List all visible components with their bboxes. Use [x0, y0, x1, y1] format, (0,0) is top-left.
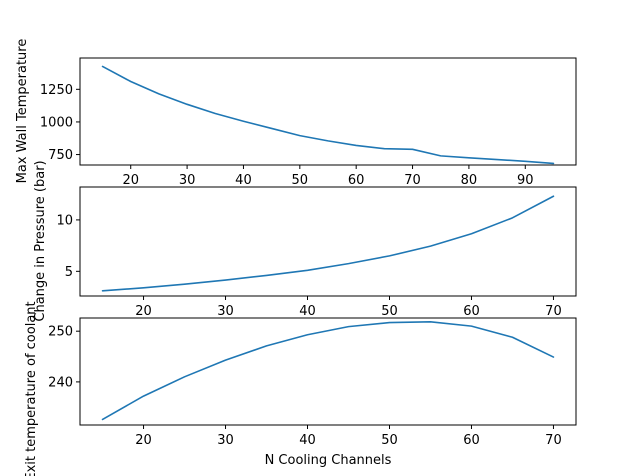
x-tick-label: 60: [463, 304, 480, 319]
x-tick-label: 50: [381, 433, 398, 448]
x-tick-label: 20: [122, 173, 139, 188]
x-tick-label: 40: [235, 173, 252, 188]
series-line-coolant-exit-temperature: [101, 320, 555, 421]
y-axis-label: Exit temperature of coolant: [24, 301, 39, 476]
y-tick-label: 250: [48, 325, 73, 340]
x-tick-label: 40: [299, 433, 316, 448]
y-tick-label: 1250: [40, 83, 73, 98]
x-tick-label: 50: [292, 173, 309, 188]
y-tick-label: 1000: [40, 115, 73, 130]
x-tick-label: 40: [299, 304, 316, 319]
panel-max-wall-temperature: 20 30 40 50 60 70 80 90 750 1000 1250 Max Wall Temp…: [15, 39, 577, 188]
axes-frame: [79, 317, 577, 426]
x-axis-label: N Cooling Channels: [265, 453, 392, 468]
series-line-pressure-change: [101, 195, 555, 292]
x-tick-label: 80: [461, 173, 478, 188]
panel-coolant-exit-temperature: 20 30 40 50 60 70 240 250 Exit temperature of co…: [24, 301, 577, 476]
x-tick-label: 60: [348, 173, 365, 188]
series-line-max-wall-temperature: [101, 65, 555, 165]
x-tick-label: 20: [135, 433, 152, 448]
y-tick-label: 10: [56, 213, 73, 228]
x-tick-label: 60: [463, 433, 480, 448]
panel-pressure-change: 20 30 40 50 60 70 5 10 Change in Pressure (bar): [33, 160, 577, 322]
y-axis-label: Change in Pressure (bar): [33, 160, 48, 321]
y-axis-label: Max Wall Temperature: [15, 39, 30, 184]
x-tick-label: 20: [135, 304, 152, 319]
x-tick-label: 90: [517, 173, 534, 188]
x-tick-label: 70: [545, 433, 562, 448]
x-tick-label: 70: [404, 173, 421, 188]
y-tick-label: 750: [48, 148, 73, 163]
x-tick-label: 70: [545, 304, 562, 319]
x-tick-label: 50: [381, 304, 398, 319]
y-tick-label: 240: [48, 375, 73, 390]
y-tick-label: 5: [65, 265, 73, 280]
x-tick-label: 30: [217, 304, 234, 319]
x-tick-label: 30: [217, 433, 234, 448]
axes-frame: [79, 57, 577, 166]
axes-frame: [79, 186, 577, 297]
x-tick-label: 30: [179, 173, 196, 188]
